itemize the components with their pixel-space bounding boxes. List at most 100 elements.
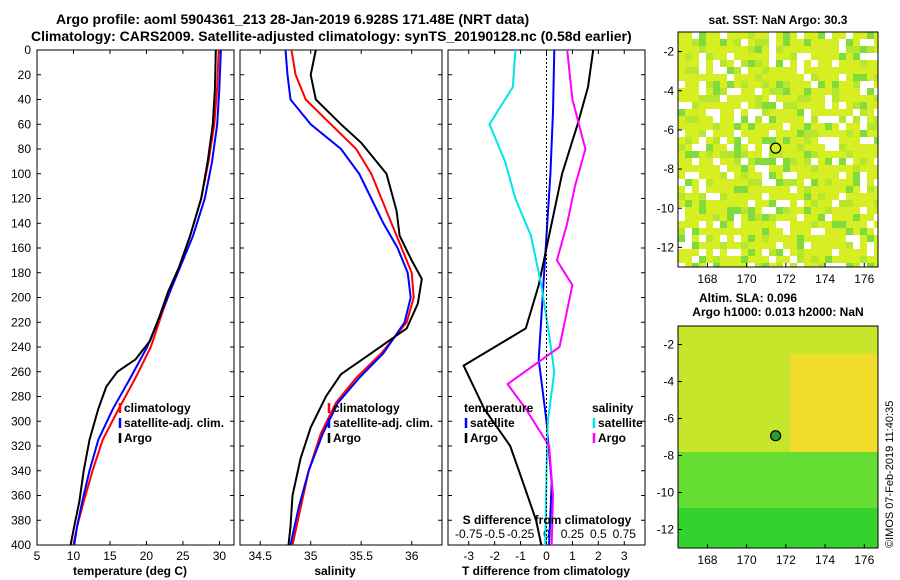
map-cell — [678, 144, 685, 151]
map-cell — [818, 522, 825, 529]
map-cell — [741, 410, 748, 417]
map-x-tick-label: 172 — [776, 553, 796, 567]
imos-credit: ©IMOS 07-Feb-2019 11:40:35 — [884, 401, 896, 548]
map-cell — [783, 228, 790, 235]
map-cell — [783, 403, 790, 410]
map-cell — [692, 417, 699, 424]
map-cell — [874, 207, 878, 214]
map-cell — [706, 102, 713, 109]
map-cell — [874, 172, 878, 179]
map-cell — [748, 438, 755, 445]
map-cell — [692, 144, 699, 151]
map-cell — [762, 193, 769, 200]
map-cell — [853, 445, 860, 452]
map-cell — [818, 221, 825, 228]
map-cell — [734, 228, 741, 235]
map-cell — [818, 46, 825, 53]
map-cell — [825, 242, 832, 249]
map-cell — [727, 74, 734, 81]
map-cell — [720, 494, 727, 501]
map-cell — [804, 249, 811, 256]
map-cell — [818, 130, 825, 137]
map-cell — [839, 389, 846, 396]
map-cell — [776, 417, 783, 424]
map-cell — [748, 263, 755, 267]
map-cell — [783, 53, 790, 60]
x-tick-label: 2 — [595, 549, 602, 563]
x-tick-label: 10 — [67, 549, 81, 563]
map-cell — [783, 494, 790, 501]
map-cell — [678, 361, 685, 368]
map-cell — [748, 494, 755, 501]
map-cell — [860, 375, 867, 382]
map-cell — [727, 529, 734, 536]
map-cell — [713, 207, 720, 214]
map-cell — [818, 508, 825, 515]
map-cell — [867, 116, 874, 123]
map-cell — [692, 375, 699, 382]
map-cell — [748, 375, 755, 382]
map-cell — [762, 39, 769, 46]
map-cell — [720, 109, 727, 116]
map-cell — [867, 543, 874, 548]
map-cell — [706, 508, 713, 515]
map-cell — [874, 123, 878, 130]
map-cell — [727, 172, 734, 179]
map-cell — [846, 480, 853, 487]
map-cell — [853, 235, 860, 242]
map-cell — [790, 403, 797, 410]
map-cell — [874, 137, 878, 144]
map-cell — [790, 186, 797, 193]
map-cell — [755, 200, 762, 207]
map-cell — [839, 263, 846, 267]
map-cell — [720, 333, 727, 340]
map-cell — [867, 214, 874, 221]
map-cell — [678, 137, 685, 144]
map-cell — [727, 53, 734, 60]
map-cell — [839, 431, 846, 438]
map-cell — [762, 501, 769, 508]
map-cell — [818, 452, 825, 459]
depth-tick-label: 140 — [11, 216, 31, 230]
map-cell — [776, 501, 783, 508]
map-cell — [713, 452, 720, 459]
map-cell — [720, 200, 727, 207]
map-cell — [713, 501, 720, 508]
map-cell — [867, 333, 874, 340]
map-cell — [839, 403, 846, 410]
map-cell — [783, 375, 790, 382]
legend-label: satellite — [470, 416, 515, 430]
map-cell — [783, 424, 790, 431]
map-cell — [720, 326, 727, 333]
map-cell — [839, 445, 846, 452]
map-cell — [748, 144, 755, 151]
map-x-tick-label: 174 — [815, 272, 835, 286]
map-cell — [692, 410, 699, 417]
map-cell — [692, 340, 699, 347]
map-cell — [699, 186, 706, 193]
map-cell — [748, 102, 755, 109]
map-cell — [685, 263, 692, 267]
map-cell — [860, 256, 867, 263]
map-cell — [713, 480, 720, 487]
map-cell — [755, 214, 762, 221]
map-cell — [832, 256, 839, 263]
map-cell — [741, 39, 748, 46]
map-cell — [783, 46, 790, 53]
map-cell — [797, 410, 804, 417]
map-cell — [804, 116, 811, 123]
map-cell — [699, 200, 706, 207]
map-cell — [748, 46, 755, 53]
map-cell — [811, 165, 818, 172]
map-cell — [839, 438, 846, 445]
map-cell — [783, 368, 790, 375]
map-cell — [762, 494, 769, 501]
map-cell — [867, 60, 874, 67]
map-cell — [846, 487, 853, 494]
map-cell — [811, 200, 818, 207]
salinity-xlabel: salinity — [314, 564, 356, 578]
map-cell — [846, 522, 853, 529]
map-cell — [720, 543, 727, 548]
map-cell — [755, 466, 762, 473]
map-cell — [846, 263, 853, 267]
